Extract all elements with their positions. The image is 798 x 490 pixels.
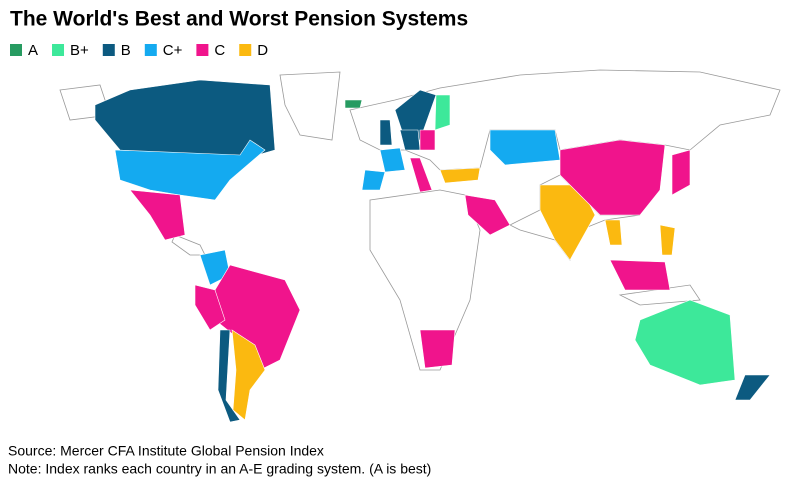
legend-swatch [52,44,65,56]
country [194,284,226,331]
country [379,119,393,146]
legend-swatch [144,44,157,56]
country [609,259,671,291]
country [419,129,436,151]
legend-swatch [196,44,209,56]
country [604,219,623,246]
country [634,299,736,386]
source: Source: Mercer CFA Institute Global Pens… [8,443,324,459]
countries [94,79,771,423]
country [344,99,363,109]
legend: A B+ B C+ C D [10,42,268,59]
country [419,329,456,369]
country [94,79,276,161]
country [439,167,481,184]
country [231,329,266,421]
legend-swatch [102,44,115,56]
legend-label: A [28,42,38,59]
country [559,139,666,216]
title: The World's Best and Worst Pension Syste… [10,8,468,31]
country [409,157,433,193]
country [464,194,511,236]
country [734,374,771,401]
legend-label: C+ [163,42,183,59]
country [671,149,691,196]
legend-label: D [257,42,268,59]
legend-label: B [121,42,131,59]
country [217,329,241,423]
note: Note: Index ranks each country in an A-E… [8,461,431,477]
legend-swatch [239,44,252,56]
country [659,224,676,256]
country [114,139,266,201]
legend-label: B+ [70,42,89,59]
country [434,94,451,131]
legend-swatch [10,44,22,56]
legend-label: C [214,42,225,59]
country [379,147,406,173]
country [361,169,386,191]
country [489,129,561,166]
country [129,189,186,241]
